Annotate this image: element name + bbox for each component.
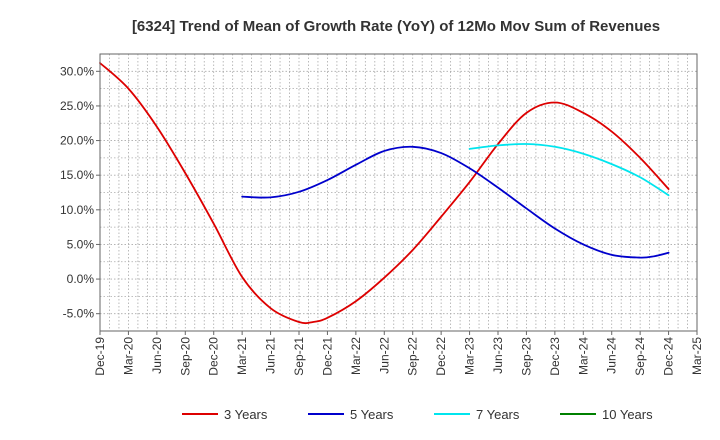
y-axis: -5.0% 0.0% 5.0% 10.0% 15.0% 20.0% 25.0% 30.0% xyxy=(60,64,100,321)
grid xyxy=(99,53,698,332)
x-tick-label: Mar-24 xyxy=(576,337,590,375)
x-tick-label: Sep-22 xyxy=(406,337,420,376)
y-tick-label: -5.0% xyxy=(63,307,95,321)
x-tick-label: Jun-23 xyxy=(491,337,505,374)
y-tick-label: 25.0% xyxy=(60,99,94,113)
series-line-7-years xyxy=(468,143,670,197)
x-tick-label: Mar-25 xyxy=(690,337,704,375)
x-tick-label: Mar-23 xyxy=(463,337,477,375)
chart-title: [6324] Trend of Mean of Growth Rate (YoY… xyxy=(132,18,660,35)
x-tick-label: Jun-22 xyxy=(377,337,391,374)
x-tick-label: Dec-19 xyxy=(93,337,107,376)
legend-label-3-years: 3 Years xyxy=(224,407,268,422)
legend: 3 Years 5 Years 7 Years 10 Years xyxy=(182,407,653,422)
x-tick-label: Dec-22 xyxy=(434,337,448,376)
x-tick-label: Sep-20 xyxy=(178,337,192,376)
x-tick-label: Jun-24 xyxy=(605,337,619,374)
y-tick-label: 15.0% xyxy=(60,168,94,182)
legend-label-5-years: 5 Years xyxy=(350,407,394,422)
x-tick-label: Sep-23 xyxy=(519,337,533,376)
series-lines xyxy=(99,62,670,325)
x-tick-label: Sep-21 xyxy=(292,337,306,376)
x-tick-label: Dec-24 xyxy=(662,337,676,376)
x-tick-label: Sep-24 xyxy=(633,337,647,376)
series-line-5-years xyxy=(241,145,670,259)
x-tick-label: Mar-21 xyxy=(235,337,249,375)
x-tick-label: Jun-21 xyxy=(264,337,278,374)
legend-label-7-years: 7 Years xyxy=(476,407,520,422)
legend-label-10-years: 10 Years xyxy=(602,407,653,422)
x-tick-label: Jun-20 xyxy=(150,337,164,374)
x-tick-label: Mar-22 xyxy=(349,337,363,375)
y-tick-label: 20.0% xyxy=(60,134,94,148)
y-tick-label: 0.0% xyxy=(67,272,95,286)
y-tick-label: 5.0% xyxy=(67,237,95,251)
y-tick-label: 10.0% xyxy=(60,203,94,217)
x-tick-label: Dec-23 xyxy=(548,337,562,376)
x-axis: Dec-19 Mar-20 Jun-20 Sep-20 Dec-20 Mar-21 Jun-… xyxy=(93,331,704,376)
x-tick-label: Dec-20 xyxy=(207,337,221,376)
series-line-3-years xyxy=(99,62,670,325)
y-tick-label: 30.0% xyxy=(60,64,94,78)
x-tick-label: Mar-20 xyxy=(121,337,135,375)
x-tick-label: Dec-21 xyxy=(320,337,334,376)
plot-frame xyxy=(99,53,698,332)
